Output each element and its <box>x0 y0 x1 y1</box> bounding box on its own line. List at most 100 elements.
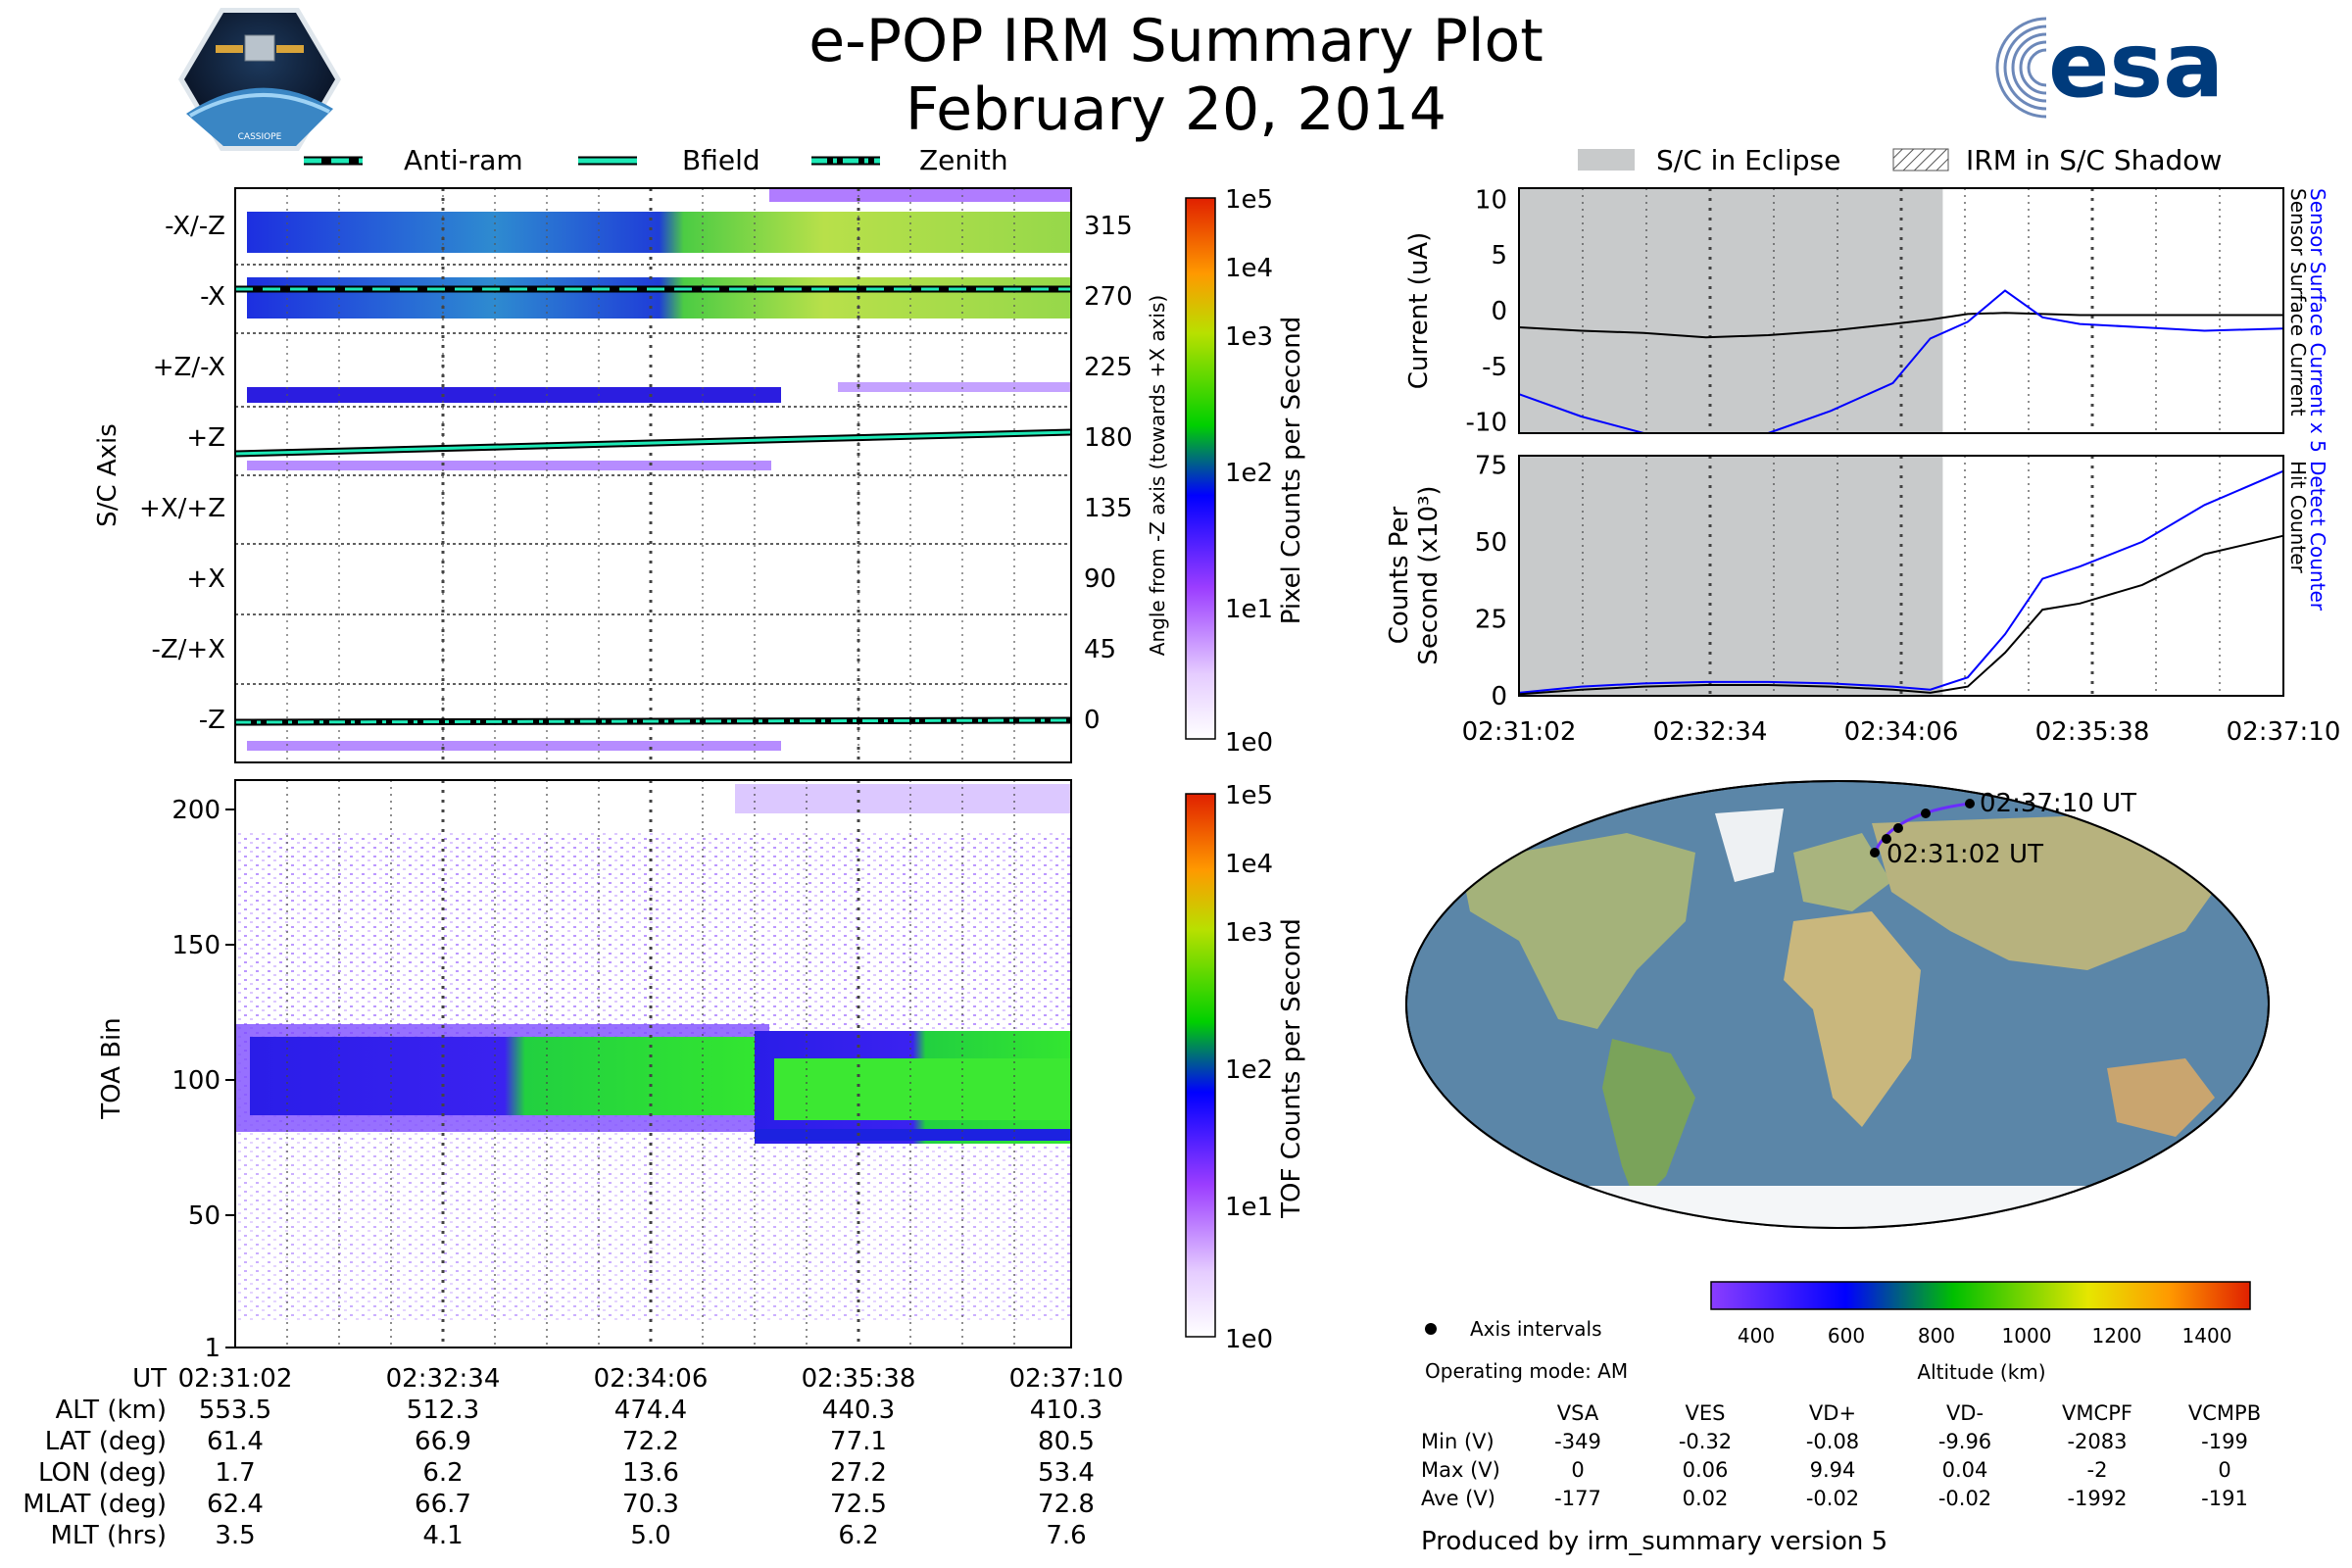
eph-lon-4: 53.4 <box>1038 1458 1095 1488</box>
eph-lat-0: 61.4 <box>207 1427 264 1456</box>
eph-lon-1: 6.2 <box>422 1458 463 1488</box>
vcol-2: VD+ <box>1809 1401 1856 1425</box>
y-tick-label: 5 <box>1491 241 1507 270</box>
eph-ut-3: 02:35:38 <box>802 1364 916 1394</box>
vcell-0-4: -2083 <box>2067 1430 2127 1453</box>
vcell-0-2: -0.08 <box>1806 1430 1859 1453</box>
right-label-hit: Hit Counter <box>2286 461 2310 573</box>
y-cat-1: -X <box>200 282 225 312</box>
colorbar-label-pixel: Pixel Counts per Second <box>1277 317 1306 625</box>
vcell-1-1: 0.06 <box>1683 1458 1729 1482</box>
vrow-label-1: Max (V) <box>1421 1458 1500 1482</box>
vcell-2-2: -0.02 <box>1806 1487 1859 1510</box>
y-cat-0: -X/-Z <box>165 212 225 241</box>
vcell-1-5: 0 <box>2218 1458 2230 1482</box>
eph-label-2: LAT (deg) <box>45 1427 167 1456</box>
y2-label-angle: Angle from -Z axis (towards +X axis) <box>1146 295 1169 656</box>
y2-tick-1: 270 <box>1084 282 1133 312</box>
right-label-current: Sensor Surface Current <box>2286 188 2310 416</box>
eph-label-0: UT <box>132 1364 167 1394</box>
legend-zenith: Zenith <box>919 144 1008 176</box>
eph-lon-2: 13.6 <box>622 1458 679 1488</box>
eph-alt-4: 410.3 <box>1030 1396 1102 1425</box>
voltage-table: VSA VES VD+ VD- VMCPF VCMPB Min (V) Max … <box>1421 1401 2261 1556</box>
eph-mlt-1: 4.1 <box>422 1521 463 1550</box>
vcol-3: VD- <box>1946 1401 1984 1425</box>
eph-label-4: MLAT (deg) <box>23 1490 167 1519</box>
vcell-1-2: 9.94 <box>1810 1458 1856 1482</box>
eph-lat-1: 66.9 <box>415 1427 471 1456</box>
alt-tick-2: 800 <box>1918 1324 1955 1348</box>
esa-logo-text: esa <box>2048 14 2224 118</box>
y2-tick-6: 45 <box>1084 635 1116 664</box>
footer-produced-by: Produced by irm_summary version 5 <box>1421 1527 1887 1556</box>
vcol-1: VES <box>1686 1401 1726 1425</box>
xtick-0: 02:31:02 <box>1462 717 1577 747</box>
vcol-0: VSA <box>1557 1401 1599 1425</box>
toa-tick-1: 1 <box>204 1334 220 1363</box>
eph-label-5: MLT (hrs) <box>51 1521 168 1550</box>
eclipse-shading <box>1519 188 1943 433</box>
alt-tick-5: 1400 <box>2182 1324 2232 1348</box>
cbar1-tick-3: 1e2 <box>1225 459 1273 488</box>
y-cat-2: +Z/-X <box>153 353 225 382</box>
y-label-counts-1: Counts Per <box>1385 506 1414 644</box>
toa-tick-50: 50 <box>188 1201 220 1231</box>
cbar2-tick-2: 1e3 <box>1225 918 1273 948</box>
vcol-4: VMCPF <box>2062 1401 2132 1425</box>
alt-tick-0: 400 <box>1738 1324 1775 1348</box>
right-label-detect: Detect Counter <box>2306 461 2329 612</box>
cbar2-tick-1: 1e4 <box>1225 850 1273 879</box>
eph-mlat-1: 66.7 <box>415 1490 471 1519</box>
eph-mlat-3: 72.5 <box>830 1490 887 1519</box>
cassiope-logo-text: CASSIOPE <box>238 132 282 142</box>
eph-mlt-3: 6.2 <box>838 1521 878 1550</box>
toa-tick-200: 200 <box>172 796 220 825</box>
legend-bfield: Bfield <box>682 144 760 176</box>
eph-alt-0: 553.5 <box>199 1396 271 1425</box>
y2-tick-2: 225 <box>1084 353 1133 382</box>
page-title: e-POP IRM Summary Plot <box>808 7 1544 75</box>
eph-ut-0: 02:31:02 <box>178 1364 293 1394</box>
cassiope-logo: CASSIOPE <box>178 8 341 151</box>
legend-eclipse: S/C in Eclipse <box>1656 144 1840 176</box>
y2-tick-4: 135 <box>1084 494 1133 523</box>
cbar2-tick-5: 1e0 <box>1225 1325 1273 1354</box>
esa-logo: esa <box>1995 14 2224 122</box>
legend-top: Anti-ram Bfield Zenith <box>304 144 1008 176</box>
series-detect-counter <box>1518 469 2284 694</box>
vcell-2-3: -0.02 <box>1938 1487 1991 1510</box>
chart-sc-axis: -X/-Z -X +Z/-X +Z +X/+Z +X -Z/+X -Z 315 … <box>93 185 1306 763</box>
vcell-1-0: 0 <box>1571 1458 1584 1482</box>
eph-alt-1: 512.3 <box>407 1396 479 1425</box>
eph-ut-1: 02:32:34 <box>386 1364 501 1394</box>
eclipse-shading <box>1519 456 1943 696</box>
series-hit-counter <box>1518 534 2284 696</box>
eph-mlt-4: 7.6 <box>1046 1521 1086 1550</box>
eph-mlat-4: 72.8 <box>1038 1490 1095 1519</box>
eph-mlt-2: 5.0 <box>630 1521 670 1550</box>
toa-tick-100: 100 <box>172 1066 220 1096</box>
eph-label-3: LON (deg) <box>38 1458 167 1488</box>
eph-lon-0: 1.7 <box>215 1458 255 1488</box>
eph-mlat-0: 62.4 <box>207 1490 264 1519</box>
alt-tick-4: 1200 <box>2092 1324 2142 1348</box>
colorbar-label-tof: TOF Counts per Second <box>1277 918 1306 1219</box>
xtick-2: 02:34:06 <box>1844 717 1959 747</box>
eph-lon-3: 27.2 <box>830 1458 887 1488</box>
vcell-2-0: -177 <box>1554 1487 1601 1510</box>
cbar1-tick-2: 1e3 <box>1225 322 1273 352</box>
vcell-0-5: -199 <box>2201 1430 2248 1453</box>
y-tick-label: 0 <box>1491 682 1507 711</box>
alt-label: Altitude (km) <box>1917 1360 2045 1384</box>
legend-right: S/C in Eclipse IRM in S/C Shadow <box>1578 144 2222 176</box>
y2-tick-7: 0 <box>1084 706 1101 735</box>
ephemeris-table: UT ALT (km) LAT (deg) LON (deg) MLAT (de… <box>23 1364 1123 1550</box>
vcol-5: VCMPB <box>2188 1401 2261 1425</box>
y-tick-label: 50 <box>1475 528 1507 558</box>
y-tick-label: 25 <box>1475 605 1507 634</box>
cbar2-tick-3: 1e2 <box>1225 1055 1273 1085</box>
toa-tick-150: 150 <box>172 931 220 960</box>
alt-tick-1: 600 <box>1828 1324 1865 1348</box>
